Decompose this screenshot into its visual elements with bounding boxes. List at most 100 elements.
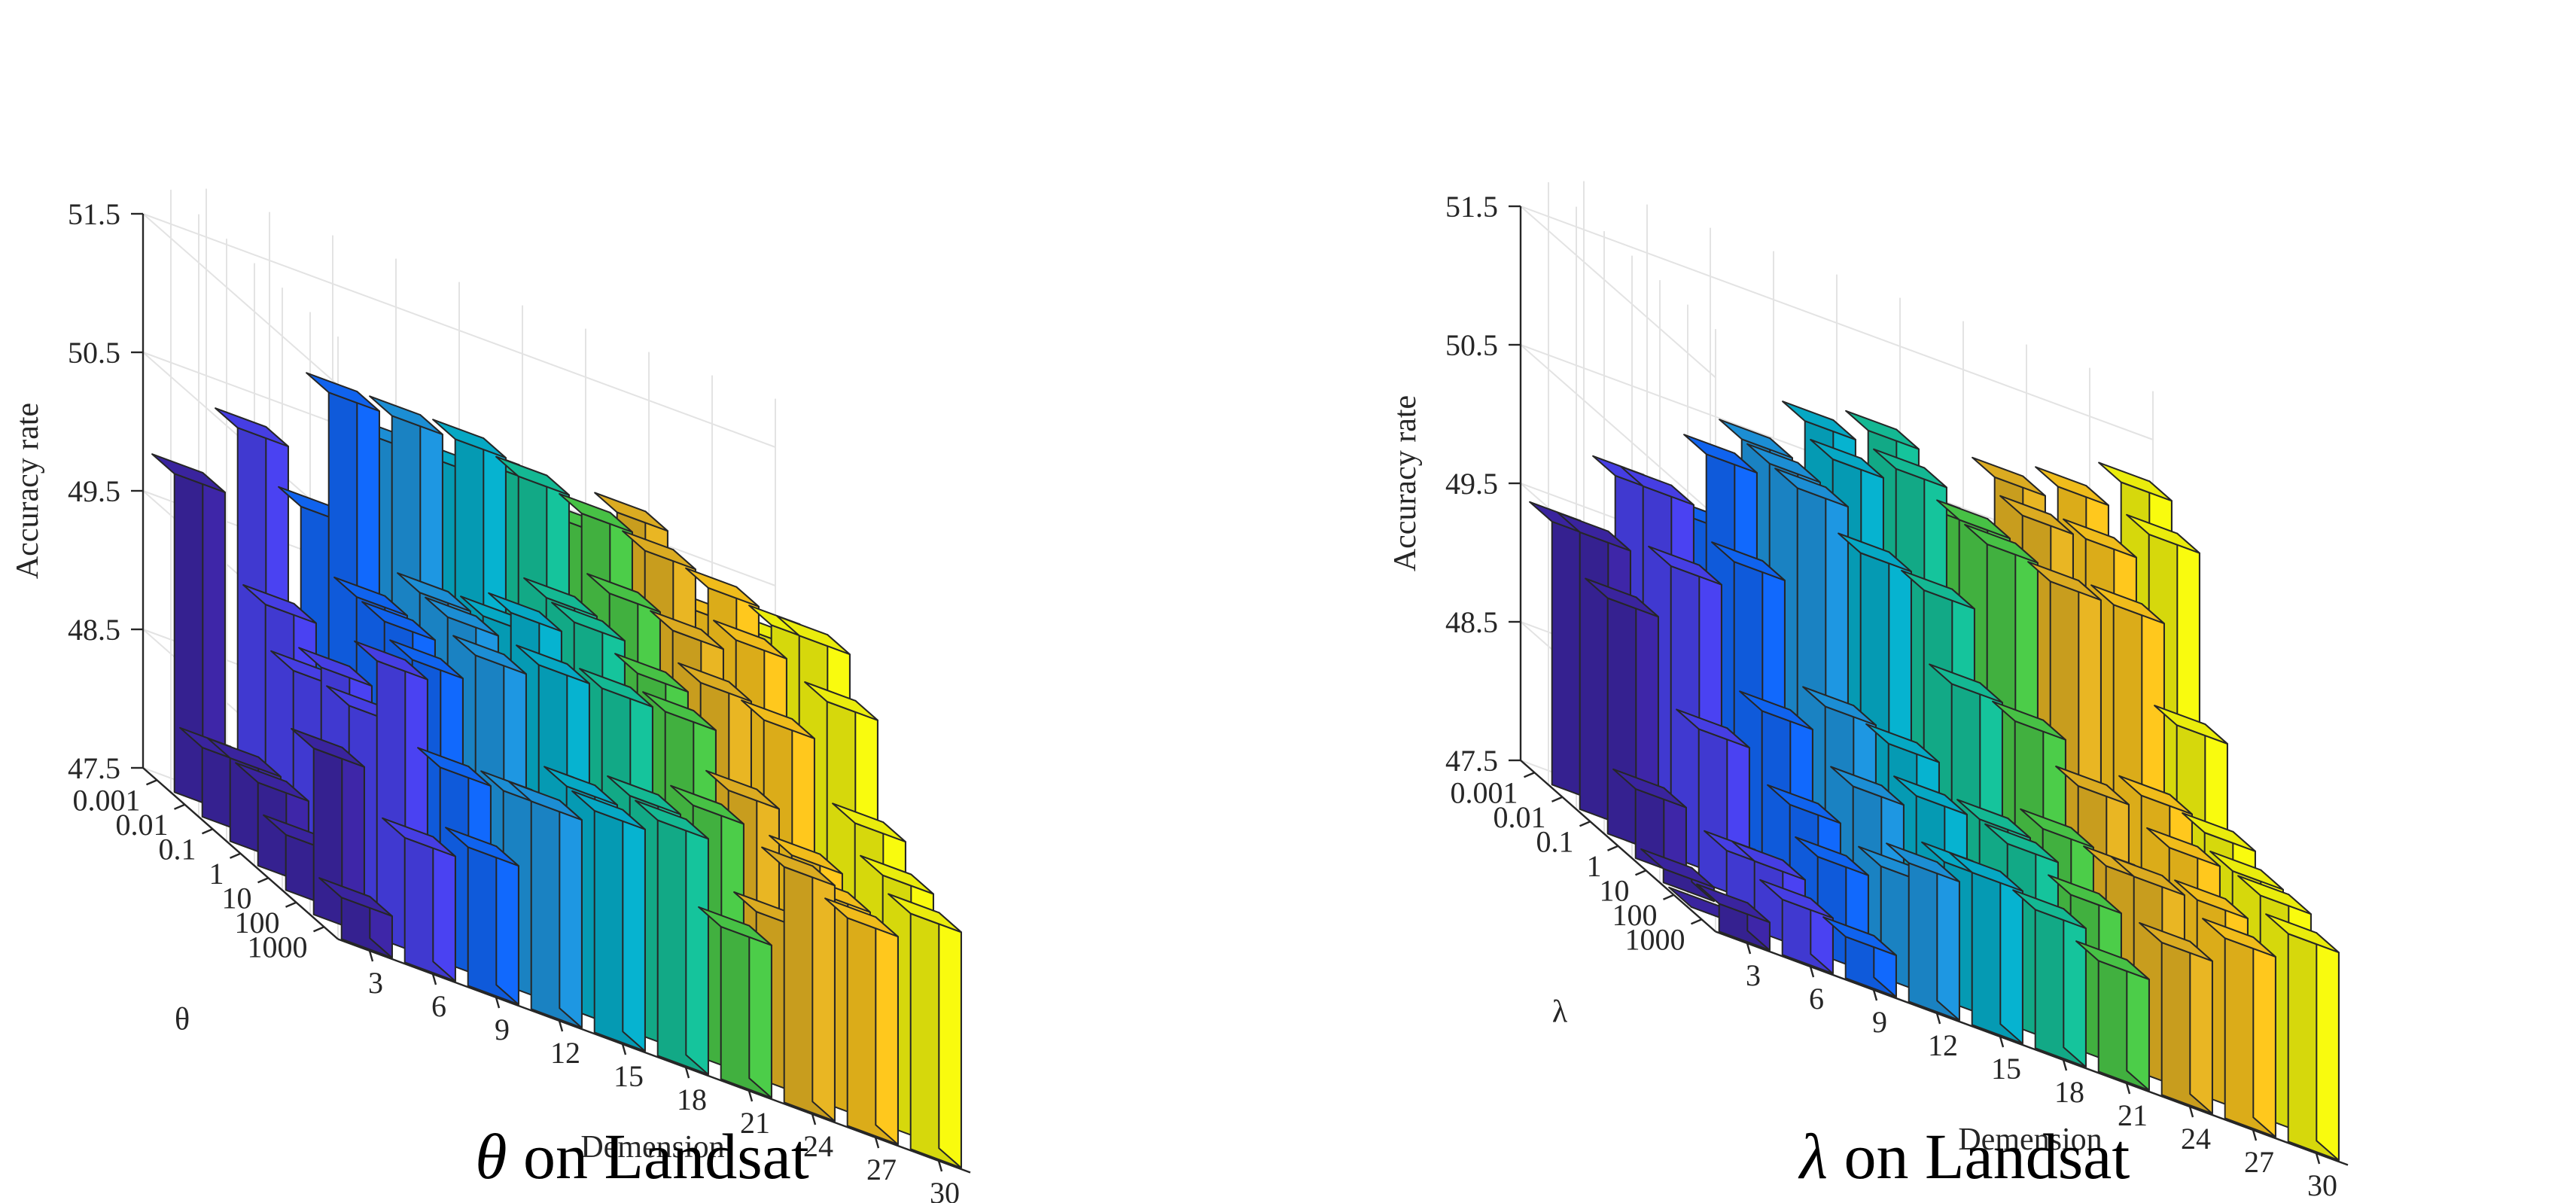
x-tick-label: 15 <box>614 1059 644 1093</box>
bar-face-top <box>1929 663 2003 704</box>
axis-labels: Accuracy rate θ Demension <box>11 403 725 1165</box>
bar-face-top <box>614 653 689 693</box>
bar-face-top <box>445 827 519 867</box>
bar-face-side <box>938 912 962 1169</box>
bar-face-side <box>875 916 899 1146</box>
bar-face-side <box>432 836 456 982</box>
x-tick-mark <box>937 1160 943 1172</box>
x-tick-mark <box>1809 966 1815 978</box>
z-tick-label: 50.5 <box>68 336 120 370</box>
bar-1000-27 <box>824 897 899 1146</box>
bar-face-top <box>860 854 934 895</box>
bar-face-side <box>622 809 646 1052</box>
bar-face-top <box>559 493 633 533</box>
bar-face-top <box>2118 775 2193 815</box>
x-tick-mark <box>1872 989 1878 1001</box>
bar-face-top <box>2265 913 2340 954</box>
x-tick-mark <box>1746 943 1752 955</box>
bar-face-top <box>705 769 780 810</box>
bar-face-top <box>291 728 365 768</box>
x-tick-label: 21 <box>2118 1098 2148 1132</box>
x-tick-label: 12 <box>550 1036 580 1070</box>
bar-face-top <box>544 766 618 806</box>
bar-face-top <box>1964 523 2039 564</box>
bar-face-top <box>804 681 878 721</box>
x-tick-label: 21 <box>740 1106 770 1140</box>
bar-face-top <box>824 897 899 938</box>
bar-face-top <box>1696 883 1771 924</box>
bar-1000-30 <box>888 893 962 1169</box>
bar-face-top <box>151 453 226 493</box>
x-tick-label: 24 <box>2181 1122 2211 1156</box>
y-tick-label: 1 <box>209 857 224 891</box>
bar-face-top <box>1886 842 1960 883</box>
x-tick-mark <box>1999 1036 2005 1048</box>
bar-face-top <box>2111 856 2185 897</box>
y-tick-label: 100 <box>235 906 280 940</box>
bar-1000-21 <box>2075 940 2150 1092</box>
bar-face-top <box>369 395 443 436</box>
bar-face-top <box>1992 700 2066 741</box>
bar-face-side <box>1936 861 1960 1022</box>
bar-1000-24 <box>2139 921 2213 1115</box>
bar-face-top <box>2027 561 2102 602</box>
y-tick-mark <box>1579 821 1591 827</box>
y-tick-mark <box>1635 870 1646 876</box>
caption-symbol: λ <box>1798 1120 1828 1192</box>
bar-1000-21 <box>698 906 772 1099</box>
x-axis-line <box>337 938 971 1174</box>
y-tick-label: 0.1 <box>1536 824 1574 858</box>
bar-face-top <box>2075 940 2150 980</box>
x-tick-mark <box>811 1113 817 1125</box>
bar-face-top <box>1936 499 2011 540</box>
x-axis-line <box>1715 930 2349 1166</box>
bar-face-top <box>432 419 507 459</box>
z-tick-label: 48.5 <box>68 613 120 647</box>
x-tick-mark <box>748 1090 754 1102</box>
bar-face-top <box>1802 686 1877 726</box>
bar-face-top <box>2237 875 2312 915</box>
bar-face-top <box>2202 918 2276 958</box>
y-tick-label: 1000 <box>248 930 308 964</box>
bar-face-top <box>635 799 709 840</box>
bar-face-top <box>1972 456 2046 497</box>
z-axis-label: Accuracy rate <box>11 403 45 579</box>
bar-face-top <box>698 906 772 946</box>
x-tick-mark <box>431 973 437 985</box>
bar-face-top <box>622 530 696 571</box>
x-axis-label: Demension <box>580 1130 724 1165</box>
bar-face-top <box>242 584 317 624</box>
bar-0.001-3 <box>151 453 226 812</box>
bar-face-top <box>361 601 436 641</box>
bar-face-top <box>607 775 681 815</box>
bar-face-top <box>685 567 760 608</box>
bar-1000-6 <box>382 817 456 982</box>
bar-face-top <box>2090 584 2165 625</box>
bar-face-top <box>741 699 815 740</box>
z-tick-label: 49.5 <box>1445 467 1498 501</box>
bar-1000-15 <box>1949 851 2023 1045</box>
z-tick-label: 51.5 <box>68 197 120 231</box>
x-tick-label: 18 <box>2054 1075 2084 1109</box>
y-tick-mark <box>1607 845 1618 851</box>
bar-1000-30 <box>2265 913 2340 1162</box>
x-tick-label: 3 <box>368 966 383 1000</box>
z-axis-label: Accuracy rate <box>1388 395 1423 571</box>
bar-face-top <box>235 762 309 803</box>
x-tick-mark <box>495 997 501 1009</box>
x-tick-label: 18 <box>677 1083 707 1116</box>
bar-1000-18 <box>635 799 709 1076</box>
bar-face-top <box>1822 916 1897 956</box>
bar-100-3 <box>291 728 365 934</box>
bar-face-top <box>1774 467 1849 508</box>
bar-face-top <box>1767 784 1841 824</box>
bar-face-top <box>2020 808 2094 848</box>
y-tick-mark <box>285 901 297 908</box>
bar-face-top <box>1557 511 1631 552</box>
bar-face-top <box>1845 410 1920 450</box>
bar-face-side <box>2126 959 2150 1092</box>
x-tick-mark <box>874 1137 880 1149</box>
bar-face-top <box>508 781 583 821</box>
